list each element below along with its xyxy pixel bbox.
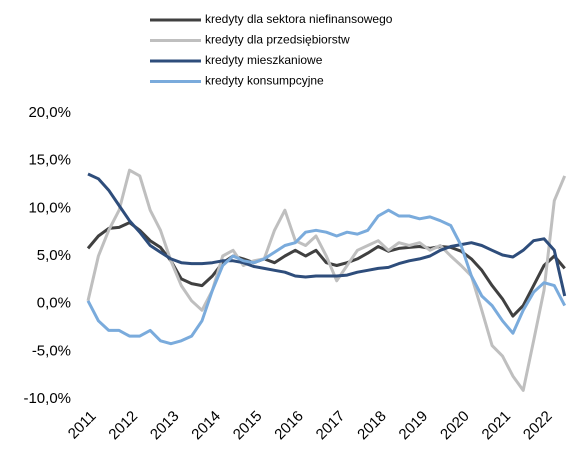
x-tick-label: 2014: [188, 408, 224, 444]
series-line: [86, 221, 566, 318]
legend-label: kredyty dla sektora niefinansowego: [205, 12, 393, 26]
x-tick-label: 2016: [271, 408, 307, 444]
x-tick-label: 2013: [147, 408, 183, 444]
x-tick-label: 2021: [479, 408, 515, 444]
legend-label: kredyty mieszkaniowe: [205, 53, 323, 67]
y-tick-label: 15,0%: [28, 152, 71, 169]
y-tick-label: -10,0%: [23, 390, 71, 407]
x-tick-label: 2018: [354, 408, 390, 444]
x-tick-label: 2012: [105, 408, 141, 444]
x-tick-label: 2019: [396, 408, 432, 444]
series-line: [87, 172, 567, 297]
legend-label: kredyty konsumpcyjne: [205, 74, 324, 88]
x-tick-label: 2022: [520, 408, 556, 444]
series-line: [86, 208, 567, 346]
series-line: [86, 168, 567, 392]
y-tick-label: 0,0%: [37, 295, 71, 312]
x-tick-label: 2011: [65, 408, 100, 443]
y-tick-label: 5,0%: [37, 247, 71, 264]
y-tick-label: 20,0%: [28, 104, 71, 121]
y-tick-label: 10,0%: [28, 199, 71, 216]
x-tick-label: 2017: [313, 408, 349, 444]
x-tick-label: 2020: [437, 408, 473, 444]
x-tick-label: 2015: [230, 408, 266, 444]
y-tick-label: -5,0%: [32, 342, 71, 359]
legend-label: kredyty dla przedsiębiorstw: [205, 33, 350, 47]
